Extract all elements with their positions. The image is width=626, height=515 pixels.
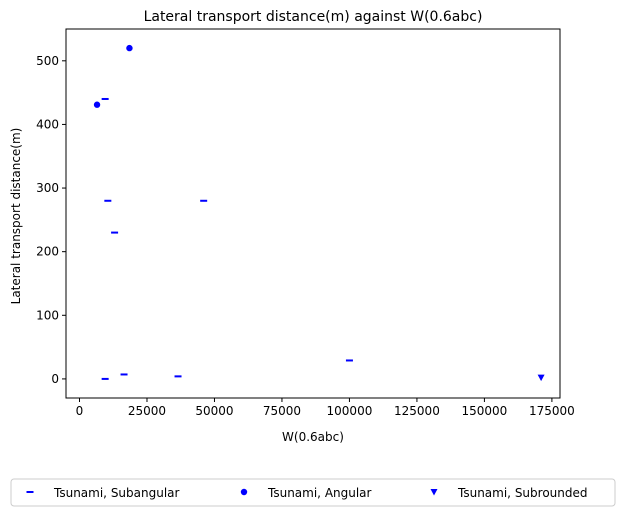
data-point-dash — [101, 97, 109, 100]
data-point-dash — [104, 199, 112, 202]
data-point-circle — [126, 44, 133, 52]
legend-label: Tsunami, Angular — [267, 486, 372, 500]
data-point-dash — [345, 359, 353, 362]
data-point-dash — [200, 199, 208, 202]
legend-label: Tsunami, Subangular — [53, 486, 180, 500]
legend: Tsunami, Subangular Tsunami, Angular Tsuna… — [10, 478, 616, 507]
x-tick-label: 50000 — [195, 404, 233, 418]
data-point-circle — [93, 101, 101, 108]
legend-box — [10, 478, 616, 507]
legend-marker-triangle-down — [430, 489, 438, 496]
data-points — [93, 44, 545, 382]
y-tick-label: 500 — [36, 54, 59, 68]
x-axis-label: W(0.6abc) — [282, 430, 344, 444]
x-tick-label: 25000 — [128, 404, 166, 418]
legend-marker-circle — [240, 488, 248, 496]
plot-area — [65, 28, 561, 399]
y-tick-label: 300 — [36, 181, 59, 195]
y-tick-label: 200 — [36, 245, 59, 259]
data-point-dash — [120, 373, 128, 376]
y-tick-label: 0 — [51, 372, 59, 386]
x-tick-label: 150000 — [462, 404, 508, 418]
data-point-dash — [111, 231, 119, 234]
x-tick-label: 125000 — [394, 404, 440, 418]
x-tick-label: 75000 — [263, 404, 301, 418]
data-point-dash — [101, 377, 109, 380]
y-tick-label: 400 — [36, 117, 59, 131]
legend-marker-dash — [26, 491, 34, 493]
y-axis: 0 100 200 300 400 500 — [36, 54, 66, 386]
chart-title: Lateral transport distance(m) against W(… — [144, 9, 483, 25]
data-point-triangle-down — [537, 374, 545, 382]
x-axis: 0 25000 50000 75000 100000 125000 150000 175000 — [76, 398, 575, 418]
y-tick-label: 100 — [36, 308, 59, 322]
x-tick-label: 100000 — [327, 404, 373, 418]
data-point-dash — [174, 375, 182, 378]
x-tick-label: 175000 — [529, 404, 575, 418]
y-axis-label: Lateral transport distance(m) — [9, 128, 23, 305]
legend-label: Tsunami, Subrounded — [457, 486, 588, 500]
x-tick-label: 0 — [76, 404, 84, 418]
